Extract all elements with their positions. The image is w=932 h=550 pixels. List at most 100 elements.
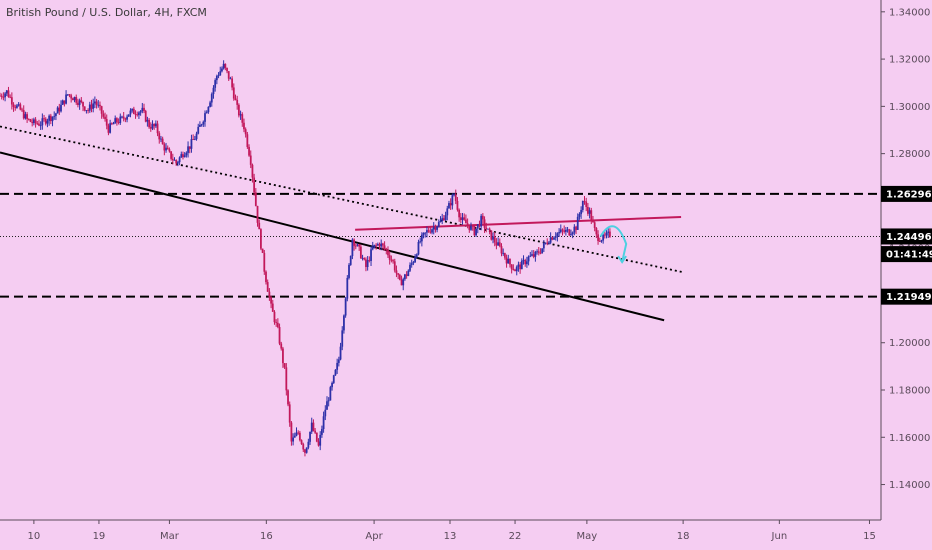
candle-body <box>470 225 472 230</box>
candle-body <box>343 315 345 331</box>
candle-body <box>334 369 337 376</box>
candle-body <box>598 240 601 242</box>
candle-body <box>78 100 81 105</box>
candle-body <box>182 154 184 158</box>
candle-body <box>176 162 179 164</box>
candle-body <box>232 87 235 99</box>
candle-body <box>348 264 350 278</box>
candle-body <box>4 93 6 98</box>
y-tick-label: 1.16000 <box>889 433 930 444</box>
candle-body <box>593 222 596 228</box>
candle-body <box>171 158 174 161</box>
candle-body <box>420 234 423 242</box>
candle-body <box>22 110 25 119</box>
candle-body <box>239 114 242 116</box>
candle-body <box>29 119 32 122</box>
candle-body <box>551 237 554 240</box>
candle-body <box>393 261 396 271</box>
candle-body <box>473 226 476 236</box>
candle-body <box>246 134 249 147</box>
candle-body <box>275 322 278 323</box>
candle-body <box>305 447 308 453</box>
candle-body <box>586 206 589 214</box>
candle-body <box>483 219 486 228</box>
candle-body <box>55 113 57 116</box>
candle-body <box>458 209 461 218</box>
candle-body <box>570 234 572 236</box>
candle-body <box>7 90 10 97</box>
black-trendline[interactable] <box>0 151 665 322</box>
candle-body <box>31 121 34 124</box>
candle-body <box>548 242 550 244</box>
candle-body <box>243 122 245 130</box>
candle-body <box>592 220 594 223</box>
candle-body <box>99 104 101 107</box>
candle-body <box>466 223 469 225</box>
candle-body <box>437 222 440 227</box>
candle-body <box>170 151 173 159</box>
candle-body <box>100 106 103 114</box>
candle-body <box>102 113 105 117</box>
candle-body <box>304 449 306 453</box>
candle-body <box>405 274 408 276</box>
candle-body <box>500 246 503 254</box>
candle-body <box>429 231 432 233</box>
candle-body <box>153 123 156 127</box>
crimson-trendline[interactable] <box>355 215 682 231</box>
candle-body <box>231 78 234 88</box>
candle-body <box>509 259 511 265</box>
candle-body <box>39 125 42 127</box>
x-tick-label: 22 <box>509 531 522 542</box>
candle-body <box>414 257 416 263</box>
candle-body <box>56 107 59 114</box>
candle-body <box>160 138 162 140</box>
candle-body <box>571 232 574 235</box>
candle-body <box>588 210 591 214</box>
candle-body <box>337 359 340 363</box>
candle-body <box>439 220 442 223</box>
dotted-trendline[interactable] <box>0 125 685 274</box>
price-label-bg <box>881 246 932 263</box>
price-label-bg <box>881 185 932 202</box>
candle-body <box>271 303 274 312</box>
candle-body <box>244 129 247 135</box>
candle-body <box>388 255 391 260</box>
candle-body <box>276 322 279 328</box>
candle-body <box>490 230 493 240</box>
projection-arrow[interactable] <box>599 225 628 263</box>
candle-body <box>368 260 371 261</box>
y-tick-label: 1.28000 <box>889 149 930 160</box>
candle-body <box>436 226 439 230</box>
y-tick-label: 1.32000 <box>889 55 930 66</box>
candle-body <box>319 434 322 446</box>
candle-body <box>356 244 359 246</box>
candle-body <box>70 95 73 99</box>
candle-body <box>332 375 335 383</box>
candle-body <box>465 219 467 224</box>
candle-body <box>12 104 15 107</box>
candle-body <box>19 104 22 110</box>
candle-body <box>134 114 137 115</box>
candle-body <box>288 404 291 423</box>
candle-body <box>517 264 520 267</box>
plot-area[interactable] <box>0 0 881 520</box>
candle-body <box>314 430 317 433</box>
candle-body <box>63 100 66 104</box>
candle-body <box>141 107 144 112</box>
candle-body <box>553 237 555 240</box>
candle-body <box>260 229 262 249</box>
candle-body <box>187 146 189 153</box>
candle-body <box>541 248 544 253</box>
candle-body <box>502 253 505 254</box>
candle-body <box>44 118 47 124</box>
candle-body <box>526 261 528 265</box>
candle-body <box>214 80 217 88</box>
candle-body <box>558 232 560 234</box>
candle-body <box>527 256 530 262</box>
candle-body <box>580 209 583 215</box>
candle-body <box>542 243 545 249</box>
candle-body <box>563 230 566 232</box>
candle-body <box>481 215 484 220</box>
candle-body <box>531 254 533 256</box>
